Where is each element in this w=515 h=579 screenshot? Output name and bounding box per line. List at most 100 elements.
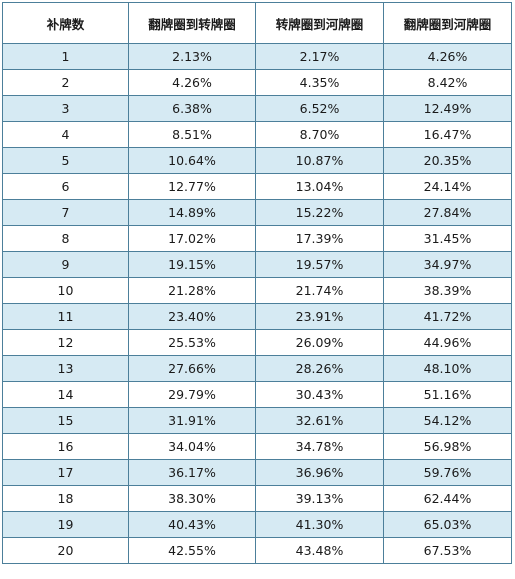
odds-table: 补牌数 翻牌圈到转牌圈 转牌圈到河牌圈 翻牌圈到河牌圈 1 2.13% 2.17% 4…: [2, 2, 512, 564]
cell-outs: 17: [2, 459, 129, 486]
cell-turn-to-river: 32.61%: [255, 407, 384, 434]
cell-flop-to-river: 67.53%: [383, 537, 512, 564]
cell-flop-to-turn: 38.30%: [128, 485, 256, 512]
cell-flop-to-river: 12.49%: [383, 95, 512, 122]
cell-flop-to-turn: 8.51%: [128, 121, 256, 148]
table-row: 10 21.28% 21.74% 38.39%: [2, 277, 512, 304]
odds-table-container: 补牌数 翻牌圈到转牌圈 转牌圈到河牌圈 翻牌圈到河牌圈 1 2.13% 2.17% 4…: [2, 2, 512, 564]
cell-flop-to-turn: 25.53%: [128, 329, 256, 356]
cell-flop-to-river: 34.97%: [383, 251, 512, 278]
cell-turn-to-river: 41.30%: [255, 511, 384, 538]
cell-flop-to-river: 48.10%: [383, 355, 512, 382]
cell-flop-to-river: 44.96%: [383, 329, 512, 356]
cell-outs: 12: [2, 329, 129, 356]
cell-turn-to-river: 34.78%: [255, 433, 384, 460]
cell-flop-to-turn: 34.04%: [128, 433, 256, 460]
table-row: 13 27.66% 28.26% 48.10%: [2, 355, 512, 382]
table-row: 5 10.64% 10.87% 20.35%: [2, 147, 512, 174]
cell-turn-to-river: 43.48%: [255, 537, 384, 564]
table-row: 9 19.15% 19.57% 34.97%: [2, 251, 512, 278]
cell-flop-to-river: 41.72%: [383, 303, 512, 330]
table-row: 2 4.26% 4.35% 8.42%: [2, 69, 512, 96]
header-turn-to-river: 转牌圈到河牌圈: [255, 2, 384, 44]
table-row: 7 14.89% 15.22% 27.84%: [2, 199, 512, 226]
table-row: 1 2.13% 2.17% 4.26%: [2, 43, 512, 70]
cell-flop-to-turn: 23.40%: [128, 303, 256, 330]
cell-flop-to-turn: 42.55%: [128, 537, 256, 564]
cell-outs: 8: [2, 225, 129, 252]
table-body: 1 2.13% 2.17% 4.26% 2 4.26% 4.35% 8.42% 3 6.38% 6.…: [2, 43, 512, 564]
table-row: 6 12.77% 13.04% 24.14%: [2, 173, 512, 200]
cell-flop-to-turn: 19.15%: [128, 251, 256, 278]
cell-flop-to-river: 27.84%: [383, 199, 512, 226]
cell-turn-to-river: 15.22%: [255, 199, 384, 226]
cell-flop-to-turn: 10.64%: [128, 147, 256, 174]
cell-outs: 1: [2, 43, 129, 70]
header-flop-to-river: 翻牌圈到河牌圈: [383, 2, 512, 44]
cell-turn-to-river: 30.43%: [255, 381, 384, 408]
cell-flop-to-river: 59.76%: [383, 459, 512, 486]
cell-turn-to-river: 36.96%: [255, 459, 384, 486]
cell-flop-to-turn: 2.13%: [128, 43, 256, 70]
table-row: 20 42.55% 43.48% 67.53%: [2, 537, 512, 564]
cell-turn-to-river: 21.74%: [255, 277, 384, 304]
cell-outs: 19: [2, 511, 129, 538]
cell-flop-to-river: 65.03%: [383, 511, 512, 538]
cell-outs: 5: [2, 147, 129, 174]
cell-turn-to-river: 19.57%: [255, 251, 384, 278]
cell-flop-to-river: 62.44%: [383, 485, 512, 512]
cell-flop-to-turn: 17.02%: [128, 225, 256, 252]
cell-flop-to-river: 31.45%: [383, 225, 512, 252]
cell-flop-to-turn: 12.77%: [128, 173, 256, 200]
cell-outs: 13: [2, 355, 129, 382]
cell-flop-to-river: 20.35%: [383, 147, 512, 174]
cell-turn-to-river: 4.35%: [255, 69, 384, 96]
cell-outs: 9: [2, 251, 129, 278]
cell-turn-to-river: 6.52%: [255, 95, 384, 122]
cell-outs: 14: [2, 381, 129, 408]
cell-turn-to-river: 13.04%: [255, 173, 384, 200]
table-row: 14 29.79% 30.43% 51.16%: [2, 381, 512, 408]
cell-flop-to-turn: 36.17%: [128, 459, 256, 486]
cell-outs: 20: [2, 537, 129, 564]
table-row: 19 40.43% 41.30% 65.03%: [2, 511, 512, 538]
table-row: 15 31.91% 32.61% 54.12%: [2, 407, 512, 434]
cell-flop-to-turn: 21.28%: [128, 277, 256, 304]
table-row: 16 34.04% 34.78% 56.98%: [2, 433, 512, 460]
cell-flop-to-river: 51.16%: [383, 381, 512, 408]
cell-outs: 11: [2, 303, 129, 330]
header-outs: 补牌数: [2, 2, 129, 44]
cell-flop-to-turn: 6.38%: [128, 95, 256, 122]
header-flop-to-turn: 翻牌圈到转牌圈: [128, 2, 256, 44]
cell-outs: 10: [2, 277, 129, 304]
cell-outs: 18: [2, 485, 129, 512]
cell-flop-to-turn: 29.79%: [128, 381, 256, 408]
cell-outs: 3: [2, 95, 129, 122]
table-row: 17 36.17% 36.96% 59.76%: [2, 459, 512, 486]
cell-turn-to-river: 23.91%: [255, 303, 384, 330]
cell-turn-to-river: 28.26%: [255, 355, 384, 382]
table-row: 8 17.02% 17.39% 31.45%: [2, 225, 512, 252]
cell-turn-to-river: 10.87%: [255, 147, 384, 174]
table-header: 补牌数 翻牌圈到转牌圈 转牌圈到河牌圈 翻牌圈到河牌圈: [2, 2, 512, 44]
cell-turn-to-river: 17.39%: [255, 225, 384, 252]
cell-turn-to-river: 8.70%: [255, 121, 384, 148]
cell-flop-to-turn: 14.89%: [128, 199, 256, 226]
cell-outs: 7: [2, 199, 129, 226]
cell-flop-to-turn: 40.43%: [128, 511, 256, 538]
cell-flop-to-river: 56.98%: [383, 433, 512, 460]
table-row: 3 6.38% 6.52% 12.49%: [2, 95, 512, 122]
cell-flop-to-turn: 31.91%: [128, 407, 256, 434]
cell-flop-to-turn: 4.26%: [128, 69, 256, 96]
cell-flop-to-river: 38.39%: [383, 277, 512, 304]
cell-flop-to-river: 54.12%: [383, 407, 512, 434]
cell-flop-to-river: 8.42%: [383, 69, 512, 96]
table-row: 18 38.30% 39.13% 62.44%: [2, 485, 512, 512]
cell-outs: 6: [2, 173, 129, 200]
cell-outs: 4: [2, 121, 129, 148]
cell-turn-to-river: 26.09%: [255, 329, 384, 356]
cell-outs: 2: [2, 69, 129, 96]
cell-flop-to-river: 4.26%: [383, 43, 512, 70]
header-row: 补牌数 翻牌圈到转牌圈 转牌圈到河牌圈 翻牌圈到河牌圈: [2, 2, 512, 44]
table-row: 4 8.51% 8.70% 16.47%: [2, 121, 512, 148]
